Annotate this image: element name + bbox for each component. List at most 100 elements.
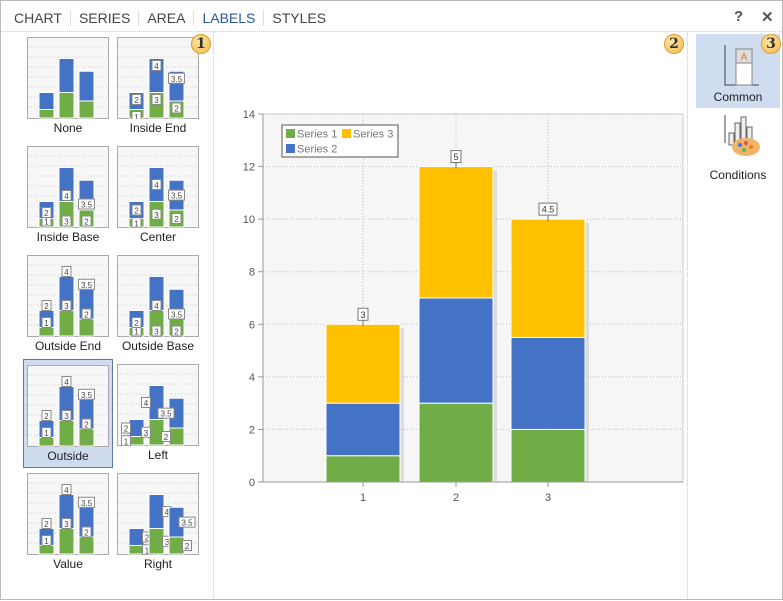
thumbnail-data-label: 3.5 [81,499,93,508]
label-mode-center[interactable]: 1 2 3 4 2 3.5 Center [113,141,203,248]
y-tick-label: 0 [249,477,255,489]
thumbnail-data-label: 1 [44,218,49,227]
data-label: 5 [453,152,458,162]
thumbnail-data-label: 4 [144,399,149,408]
label-mode-caption: Center [139,230,177,244]
data-label: 4.5 [542,205,555,215]
thumbnail-data-label: 2 [84,529,89,538]
divider [1,31,782,32]
label-mode-value[interactable]: 1 2 3 4 2 3.5 Value [23,468,113,575]
bar-segment [325,323,401,404]
thumbnail-data-label: 1 [145,546,150,555]
label-mode-inside-end[interactable]: 1 2 3 4 2 3.5 Inside End [113,32,203,139]
x-tick-label: 1 [360,492,366,504]
callout-badge-3: 3 [761,34,781,54]
thumbnail-data-label: 3 [154,211,159,220]
thumbnail-data-label: 4 [154,302,159,311]
legend-swatch [286,144,295,153]
y-tick-label: 2 [249,424,255,436]
thumbnail-data-label: 2 [44,302,49,311]
thumbnail-data-label: 3.5 [171,75,183,84]
thumbnail-chart [27,37,109,119]
thumbnail-chart: 1 2 3 4 2 3.5 [27,365,109,447]
bar-segment [418,297,494,404]
thumbnail-data-label: 1 [44,319,49,328]
conditions-button[interactable]: Conditions [696,113,780,183]
y-tick-label: 4 [249,372,255,384]
tab-chart[interactable]: CHART [14,10,62,26]
y-tick-label: 14 [243,109,255,121]
thumbnail-data-label: 2 [44,412,49,421]
legend [281,124,399,158]
data-label: 2 [545,415,550,425]
thumbnail-data-label: 1 [134,219,139,228]
common-label-icon: A [724,45,759,86]
thumbnail-data-label: 4 [154,181,159,190]
thumbnail-data-label: 2 [164,433,169,442]
thumbnail-data-label: 1 [134,113,139,119]
callout-badge-2: 2 [664,34,684,54]
label-mode-none[interactable]: None [23,32,113,139]
bar-segment [418,166,494,299]
label-mode-outside-base[interactable]: 1 2 3 4 2 3.5 Outside Base [113,250,203,357]
thumbnail-data-label: 3 [64,302,69,311]
thumbnail-data-label: 3.5 [171,311,183,320]
thumbnail-data-label: 3 [64,412,69,421]
thumbnail-data-label: 1 [44,537,49,546]
label-mode-outside-end[interactable]: 1 2 3 4 2 3.5 Outside End [23,250,113,357]
y-tick-label: 10 [243,214,255,226]
thumbnail-data-label: 3 [64,520,69,529]
label-mode-caption: Value [53,557,83,571]
common-label: Common [713,90,763,104]
thumbnail-data-label: 1 [44,429,49,438]
thumbnail-data-label: 4 [154,62,159,71]
label-mode-caption: Right [143,557,172,571]
thumbnail-data-label: 3 [154,96,159,105]
help-button[interactable]: ? [734,8,744,25]
label-mode-outside[interactable]: 1 2 3 4 2 3.5 Outside [23,359,113,468]
thumbnail-data-label: 2 [174,328,179,337]
label-mode-inside-base[interactable]: 1 2 3 4 2 3.5 Inside Base [23,141,113,248]
legend-swatch [342,129,351,138]
data-label: 4 [453,284,458,294]
thumbnail-data-label: 2 [174,215,179,224]
thumbnail-data-label: 3 [144,429,149,438]
thumbnail-data-label: 2 [84,218,89,227]
bar-segment [325,402,401,457]
callout-badge-1: 1 [191,34,211,54]
data-label: 1 [360,441,365,451]
data-label: 3.5 [542,323,555,333]
divider [213,32,214,599]
y-tick-label: 6 [249,319,255,331]
tab-styles[interactable]: STYLES [263,10,334,26]
thumbnail-data-label: 4 [165,508,170,517]
thumbnail-data-label: 2 [174,105,179,114]
thumbnail-data-label: 3.5 [181,519,193,528]
tab-series[interactable]: SERIES [69,10,138,26]
label-mode-right[interactable]: 1 2 3 4 2 3.5 Right [113,468,203,575]
legend-entry: Series 2 [297,144,337,156]
thumbnail-data-label: 3.5 [81,391,93,400]
y-tick-label: 12 [243,162,255,174]
tab-area[interactable]: AREA [138,10,193,26]
label-mode-caption: Outside [47,449,89,463]
tab-labels[interactable]: LABELS [193,10,263,26]
bar-segment [510,428,586,483]
legend-entry: Series 1 [297,129,337,141]
thumbnail-data-label: 1 [134,328,139,337]
thumbnail-data-label: 3 [64,218,69,227]
thumbnail-data-label: 4 [64,378,69,387]
x-tick-label: 2 [453,492,459,504]
label-mode-left[interactable]: 1 2 3 4 2 3.5 Left [113,359,203,466]
thumbnail-data-label: 2 [84,421,89,430]
thumbnail-data-label: 2 [84,311,89,320]
label-mode-caption: Left [147,448,168,462]
conditions-palette-icon [724,115,760,156]
bar-segment [510,336,586,430]
close-button[interactable]: ✕ [761,9,774,26]
thumbnail-data-label: 2 [145,534,150,543]
